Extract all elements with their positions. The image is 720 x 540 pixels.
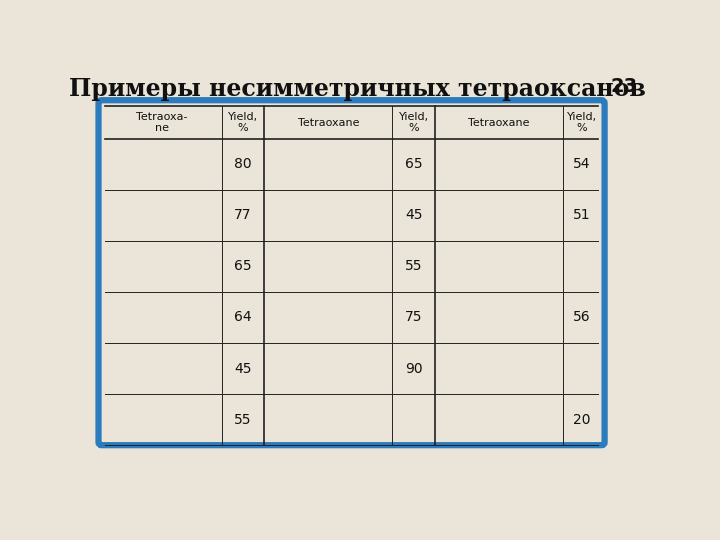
Text: Yield,
%: Yield, % [228,112,258,133]
Text: 55: 55 [405,259,423,273]
Text: 51: 51 [573,208,591,222]
Text: Примеры несимметричных тетраоксанов: Примеры несимметричных тетраоксанов [69,77,646,101]
FancyBboxPatch shape [99,100,605,445]
Text: 45: 45 [405,208,423,222]
Text: 90: 90 [405,362,423,375]
Text: 54: 54 [573,157,591,171]
Text: 64: 64 [234,310,252,325]
Text: Tetraoxane: Tetraoxane [468,118,530,127]
Text: 80: 80 [234,157,252,171]
Text: 65: 65 [234,259,252,273]
Text: Yield,
%: Yield, % [398,112,428,133]
Text: 55: 55 [234,413,252,427]
Text: Tetraoxa-
ne: Tetraoxa- ne [136,112,187,133]
Text: Tetraoxane: Tetraoxane [297,118,359,127]
Text: Yield,
%: Yield, % [567,112,597,133]
Text: 20: 20 [573,413,591,427]
Text: 65: 65 [405,157,423,171]
Text: 56: 56 [573,310,591,325]
Text: 23: 23 [610,77,637,96]
Text: 45: 45 [234,362,252,375]
Text: 75: 75 [405,310,423,325]
Text: 77: 77 [234,208,252,222]
